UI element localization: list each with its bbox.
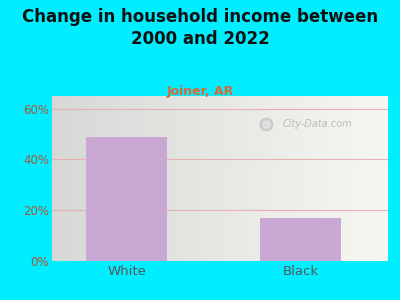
Bar [86, 136, 167, 261]
Text: Change in household income between
2000 and 2022: Change in household income between 2000 … [22, 8, 378, 48]
Text: Joiner, AR: Joiner, AR [166, 85, 234, 98]
Text: City-Data.com: City-Data.com [282, 119, 352, 129]
Bar [260, 218, 341, 261]
